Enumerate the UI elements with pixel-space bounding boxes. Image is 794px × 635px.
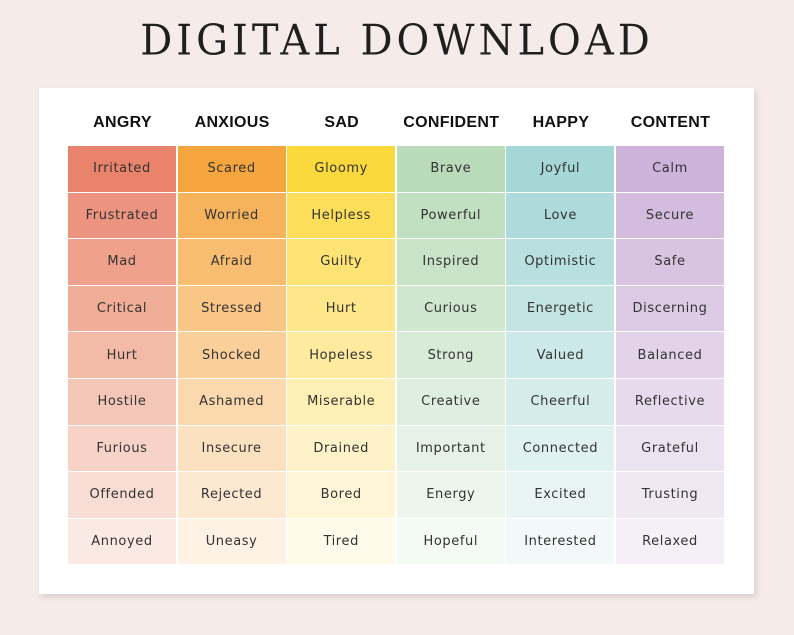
emotion-cell: Offended: [68, 472, 176, 518]
emotion-cell: Helpless: [287, 192, 396, 239]
emotion-cell: Hurt: [287, 285, 396, 332]
emotion-cell: Guilty: [287, 239, 396, 285]
emotion-cell: Gloomy: [287, 146, 396, 192]
emotion-cell: Excited: [506, 472, 615, 518]
emotion-cell: Insecure: [177, 425, 286, 472]
emotion-cell: Miserable: [287, 379, 396, 425]
emotion-cell: Calm: [616, 146, 724, 192]
column-header-content: CONTENT: [630, 114, 711, 131]
emotion-cell: Scared: [177, 146, 286, 192]
emotion-chart-sheet: ANGRY ANXIOUS SAD CONFIDENT HAPPY CONTENT Irr…: [39, 88, 754, 594]
emotion-cell: Bored: [287, 472, 396, 518]
emotion-cell: Hurt: [68, 332, 176, 378]
emotion-cell: Mad: [68, 239, 176, 285]
emotion-cell: Drained: [287, 425, 396, 472]
column-header-happy: HAPPY: [532, 114, 590, 131]
emotion-cell: Safe: [616, 239, 724, 285]
emotion-cell: Curious: [396, 285, 505, 332]
column-headers: ANGRY ANXIOUS SAD CONFIDENT HAPPY CONTENT: [68, 114, 726, 134]
emotion-cell: Strong: [396, 332, 505, 378]
emotion-cell: Energy: [396, 472, 505, 518]
emotion-cell: Discerning: [616, 285, 724, 332]
emotion-cell: Reflective: [616, 379, 724, 425]
emotion-cell: Valued: [506, 332, 615, 378]
emotion-cell: Furious: [68, 425, 176, 472]
emotion-cell: Hopeful: [396, 518, 505, 565]
emotion-cell: Optimistic: [506, 239, 615, 285]
emotion-cell: Frustrated: [68, 192, 176, 239]
emotion-cell: Love: [506, 192, 615, 239]
emotion-cell: Uneasy: [177, 518, 286, 565]
column-header-angry: ANGRY: [93, 114, 152, 131]
emotion-cell: Brave: [396, 146, 505, 192]
column-header-anxious: ANXIOUS: [194, 114, 270, 131]
emotion-cell: Trusting: [616, 472, 724, 518]
emotion-cell: Cheerful: [506, 379, 615, 425]
emotion-cell: Tired: [287, 518, 396, 565]
emotion-grid: Irritated Frustrated Mad Critical Hurt Hostil…: [68, 146, 726, 565]
emotion-cell: Afraid: [177, 239, 286, 285]
emotion-cell: Important: [396, 425, 505, 472]
emotion-cell: Stressed: [177, 285, 286, 332]
emotion-cell: Relaxed: [616, 518, 724, 565]
emotion-cell: Rejected: [177, 472, 286, 518]
emotion-cell: Irritated: [68, 146, 176, 192]
page-title: DIGITAL DOWNLOAD: [140, 16, 654, 66]
emotion-cell: Creative: [396, 379, 505, 425]
emotion-cell: Connected: [506, 425, 615, 472]
emotion-cell: Inspired: [396, 239, 505, 285]
emotion-cell: Hopeless: [287, 332, 396, 378]
emotion-cell: Interested: [506, 518, 615, 565]
emotion-cell: Worried: [177, 192, 286, 239]
emotion-cell: Shocked: [177, 332, 286, 378]
emotion-cell: Ashamed: [177, 379, 286, 425]
emotion-cell: Secure: [616, 192, 724, 239]
emotion-cell: Balanced: [616, 332, 724, 378]
emotion-cell: Powerful: [396, 192, 505, 239]
emotion-cell: Critical: [68, 285, 176, 332]
emotion-cell: Hostile: [68, 379, 176, 425]
column-header-confident: CONFIDENT: [403, 114, 500, 131]
emotion-cell: Grateful: [616, 425, 724, 472]
emotion-cell: Joyful: [506, 146, 615, 192]
emotion-cell: Energetic: [506, 285, 615, 332]
emotion-cell: Annoyed: [68, 518, 176, 565]
column-header-sad: SAD: [324, 114, 360, 131]
